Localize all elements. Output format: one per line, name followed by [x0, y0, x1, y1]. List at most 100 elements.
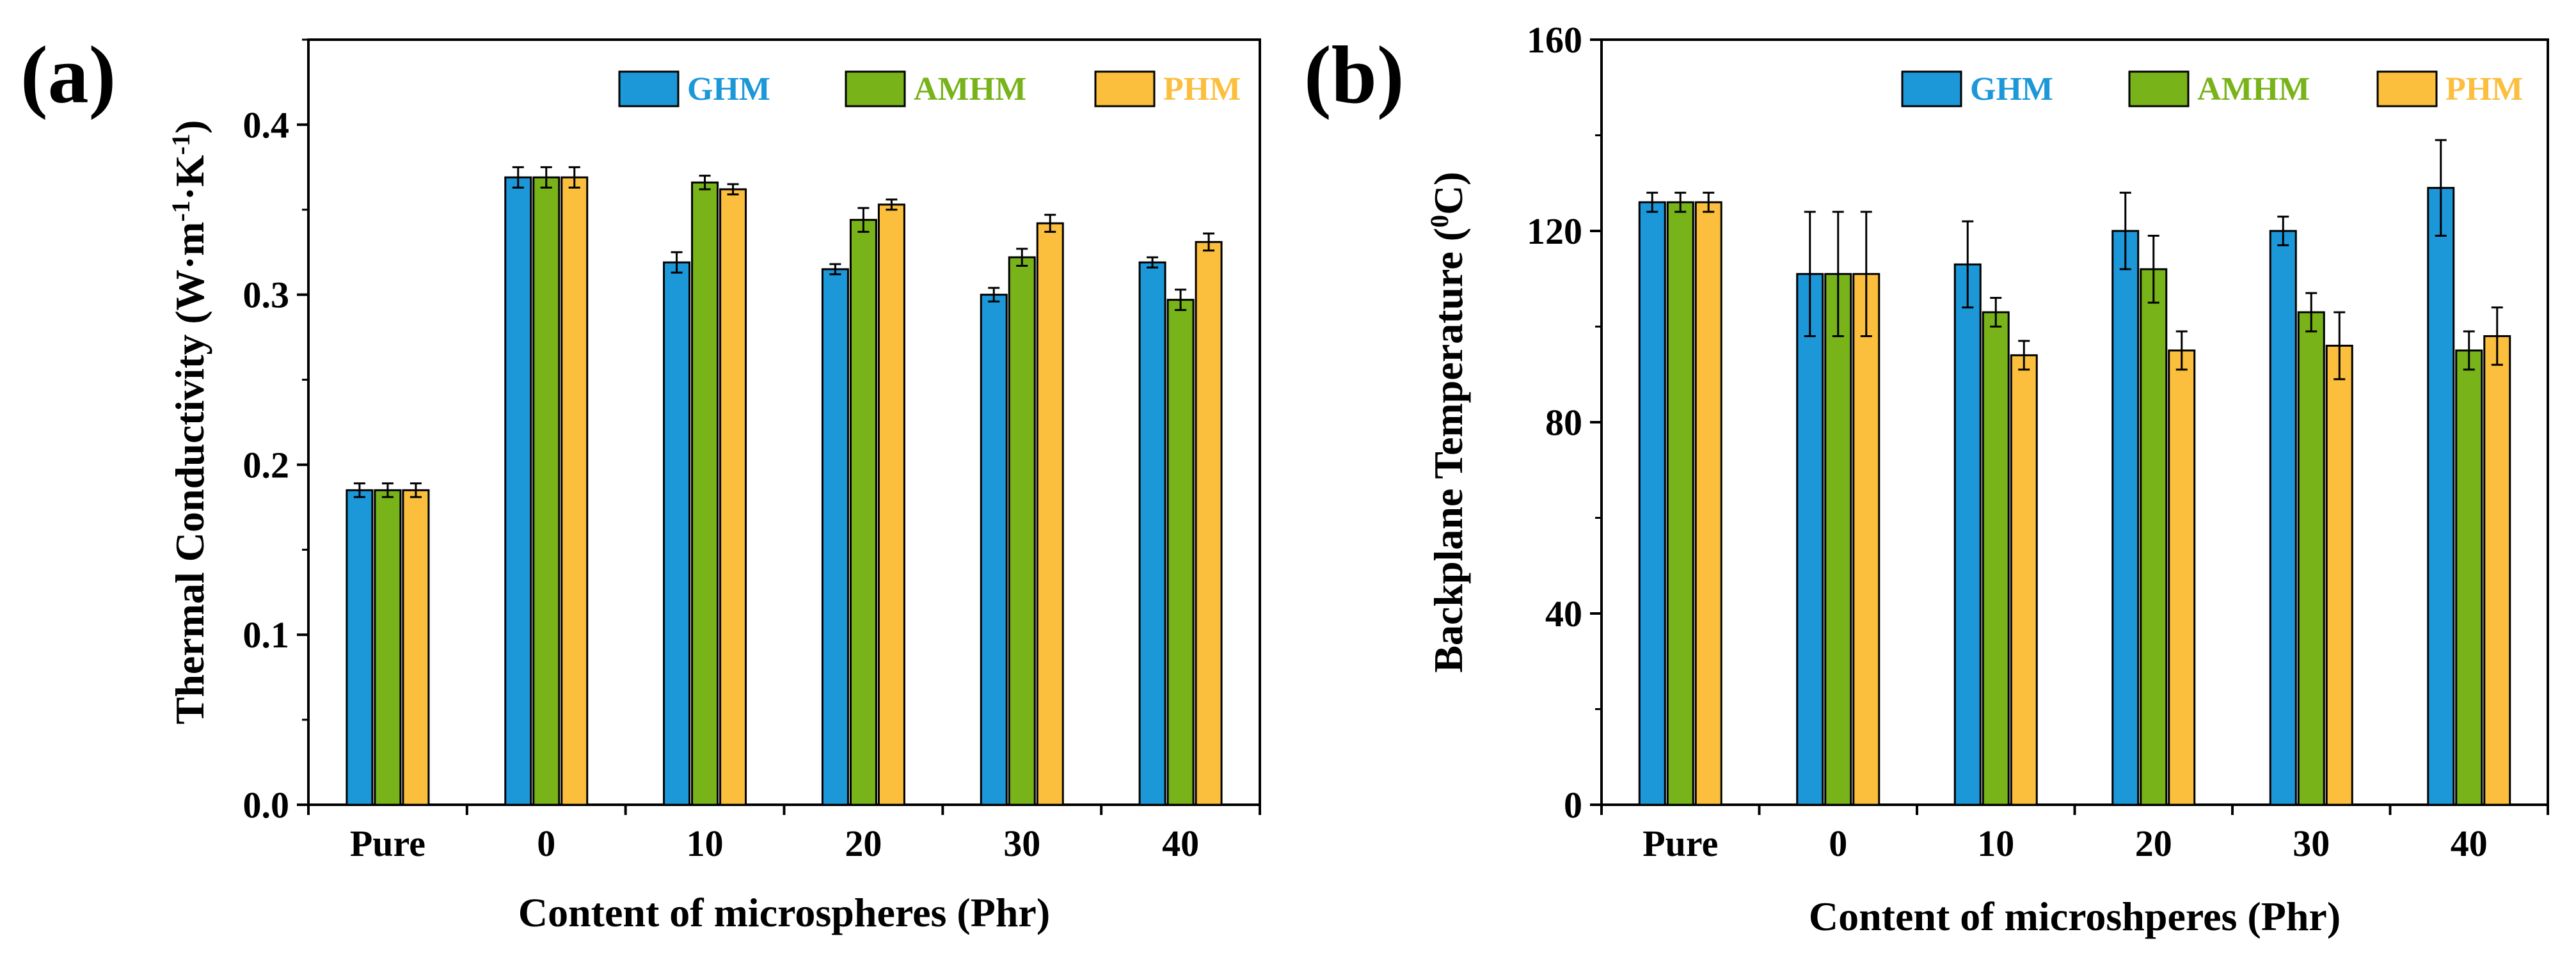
- bar-phm: [2483, 335, 2511, 806]
- y-axis-title: Thermal Conductivity (W·m-1·K-1): [166, 120, 213, 725]
- error-bar-phm: [1860, 210, 1872, 337]
- bar-ghm: [821, 268, 849, 806]
- bar-amhm: [1008, 256, 1036, 806]
- bar-amhm: [2455, 349, 2483, 806]
- bar-ghm: [1138, 261, 1166, 806]
- error-bar-ghm: [829, 263, 841, 276]
- y-tick-label: 40: [1545, 593, 1582, 635]
- error-bar-ghm: [2277, 216, 2289, 246]
- bar-phm: [877, 203, 905, 806]
- y-tick-label: 0.3: [243, 274, 290, 316]
- y-tick-label: 120: [1527, 210, 1582, 252]
- y-tick-label: 0: [1564, 784, 1582, 826]
- error-bar-ghm: [2435, 139, 2447, 237]
- y-tick-label: 0.1: [243, 614, 290, 656]
- bar-phm: [2168, 349, 2196, 806]
- legend-swatch-amhm: [845, 70, 906, 107]
- bar-phm: [719, 188, 747, 806]
- error-bar-phm: [727, 183, 739, 196]
- error-bar-ghm: [353, 482, 365, 498]
- bar-ghm: [2111, 230, 2140, 806]
- x-tick-label: Pure: [350, 823, 425, 864]
- y-axis-title-text: Backplane Temperature (: [1426, 228, 1471, 673]
- bar-amhm: [1982, 311, 2010, 806]
- error-bar-phm: [2018, 340, 2030, 371]
- chart-panel-b: (b) 0 40 80 120 160 Pure 0 10 20 30 40 GHM AMHM PHM Con…: [1304, 19, 2549, 939]
- error-bar-phm: [2175, 330, 2188, 371]
- error-bar-ghm: [1804, 210, 1816, 337]
- error-bar-amhm: [2305, 292, 2318, 333]
- y-axis-title-text: ·K: [167, 155, 212, 200]
- y-tick-label: 160: [1527, 19, 1582, 61]
- error-bar-phm: [2491, 306, 2503, 366]
- error-bar-ghm: [1646, 191, 1658, 213]
- bar-phm: [402, 489, 430, 806]
- error-bar-amhm: [2147, 234, 2159, 304]
- bar-amhm: [532, 176, 561, 806]
- panel-label: (a): [20, 29, 116, 120]
- legend: GHM AMHM PHM: [618, 70, 1241, 107]
- y-axis-title-text: ): [167, 120, 212, 134]
- error-bar-amhm: [857, 207, 870, 233]
- bar-ghm: [2269, 230, 2297, 806]
- error-bar-phm: [568, 166, 580, 189]
- x-tick-label: 40: [2451, 823, 2488, 864]
- x-tick-label: 20: [845, 823, 882, 864]
- panel-label: (b): [1304, 29, 1404, 120]
- legend-label-ghm: GHM: [1970, 71, 2053, 107]
- error-bar-phm: [409, 482, 422, 498]
- bar-ghm: [1796, 273, 1824, 806]
- bar-amhm: [1666, 201, 1694, 806]
- error-bar-amhm: [381, 482, 394, 498]
- error-bar-amhm: [1674, 191, 1687, 213]
- y-axis-title-superscript: 0: [1425, 215, 1454, 228]
- bar-phm: [2010, 354, 2038, 806]
- bar-ghm: [663, 261, 691, 806]
- error-bar-ghm: [1147, 256, 1159, 269]
- error-bar-amhm: [1990, 297, 2002, 328]
- legend-label-phm: PHM: [2445, 71, 2523, 107]
- legend-label-ghm: GHM: [687, 71, 770, 107]
- legend-label-amhm: AMHM: [914, 71, 1026, 107]
- x-tick-label: Pure: [1642, 823, 1718, 864]
- y-axis-title-text: C): [1426, 171, 1471, 215]
- x-tick-label: 0: [537, 823, 555, 864]
- bar-ghm: [2427, 187, 2455, 806]
- bar-phm: [1852, 273, 1880, 806]
- legend-swatch-amhm: [2128, 70, 2190, 107]
- error-bar-ghm: [671, 251, 683, 274]
- bar-phm: [2325, 344, 2353, 806]
- error-bar-amhm: [1175, 289, 1187, 312]
- legend-swatch-phm: [2376, 70, 2438, 107]
- x-axis-title: Content of microshperes (Phr): [1809, 894, 2341, 939]
- y-tick-label: 0.2: [243, 444, 290, 486]
- y-axis-title-superscript: -1: [166, 200, 195, 221]
- legend-label-phm: PHM: [1163, 71, 1241, 107]
- bar-ghm: [1638, 201, 1666, 806]
- error-bar-phm: [1044, 214, 1056, 233]
- legend-swatch-phm: [1094, 70, 1156, 107]
- x-tick-label: 20: [2135, 823, 2172, 864]
- y-axis-title: Backplane Temperature (0C): [1425, 171, 1472, 672]
- y-tick-label: 0.4: [243, 104, 290, 146]
- bar-amhm: [374, 489, 402, 806]
- legend-label-amhm: AMHM: [2197, 71, 2310, 107]
- error-bar-amhm: [699, 175, 711, 191]
- bar-amhm: [849, 219, 877, 806]
- bar-ghm: [1953, 263, 1982, 806]
- error-bar-phm: [886, 198, 898, 211]
- legend: GHM AMHM PHM: [1901, 70, 2523, 107]
- y-axis-title-superscript: -1: [166, 134, 195, 155]
- error-bar-amhm: [1016, 248, 1028, 267]
- error-bar-amhm: [1832, 210, 1844, 337]
- legend-swatch-ghm: [618, 70, 680, 107]
- error-bar-phm: [1203, 232, 1215, 252]
- y-tick-label: 80: [1545, 402, 1582, 443]
- error-bar-phm: [2334, 311, 2346, 381]
- bar-amhm: [1824, 273, 1852, 806]
- x-axis-title: Content of microspheres (Phr): [518, 890, 1050, 935]
- legend-swatch-ghm: [1901, 70, 1962, 107]
- error-bar-ghm: [2119, 191, 2131, 271]
- bar-phm: [1036, 222, 1064, 806]
